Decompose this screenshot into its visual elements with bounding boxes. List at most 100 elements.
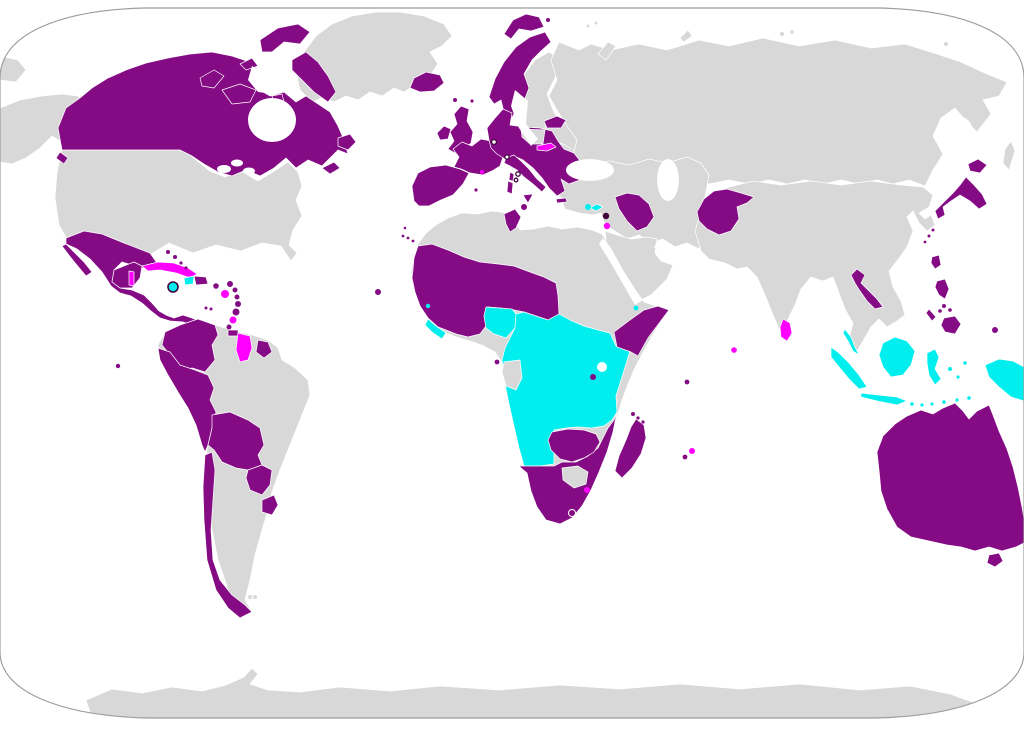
region-moluccas	[963, 361, 967, 365]
region-corsica	[508, 171, 515, 182]
region-canada-victoria-island	[221, 83, 257, 105]
region-chukotka	[0, 55, 27, 83]
region-philippines-visayas	[942, 304, 946, 308]
region-antilles-islet	[232, 287, 238, 293]
region-lesser-sunda	[930, 402, 934, 406]
region-maldives	[731, 347, 737, 353]
region-slovakia	[536, 142, 557, 152]
region-monaco	[480, 170, 484, 174]
region-lesotho	[568, 509, 576, 517]
water-hudson-bay	[248, 98, 296, 142]
region-vancouver-island	[55, 151, 69, 165]
region-antilles-islet	[235, 301, 241, 307]
region-newfoundland	[337, 133, 357, 151]
region-falkland-islands	[253, 595, 257, 599]
region-zambia	[547, 428, 601, 463]
region-reunion	[682, 454, 688, 460]
region-russian-arctic-islands	[597, 41, 617, 61]
region-russian-arctic-islands	[790, 30, 794, 34]
region-tasmania	[986, 552, 1004, 568]
region-curacao	[209, 307, 213, 311]
region-spain-portugal	[411, 164, 470, 207]
region-bahamas	[173, 255, 177, 259]
region-shetland-islands	[470, 99, 474, 103]
region-san-marino	[515, 171, 521, 177]
region-philippines-visayas	[938, 309, 942, 313]
region-philippines-palawan	[925, 308, 937, 322]
region-lesser-sunda	[910, 402, 914, 406]
region-sakhalin	[1002, 140, 1016, 171]
region-comoros	[631, 412, 635, 416]
region-balearic-islands	[474, 188, 478, 192]
region-greenland	[295, 11, 453, 103]
region-cyprus-marker	[585, 204, 591, 210]
region-trinidad	[227, 329, 239, 337]
region-cape-verde	[375, 289, 381, 295]
region-russian-arctic-islands	[944, 42, 948, 46]
region-somalia	[613, 305, 670, 357]
water-caspian-sea	[657, 159, 679, 201]
region-antilles-islet	[229, 316, 237, 324]
region-malay-peninsula	[842, 328, 860, 356]
region-uruguay	[261, 494, 279, 516]
region-australia	[876, 402, 1024, 552]
water-persian-gulf	[654, 242, 678, 263]
region-luxembourg	[490, 138, 498, 146]
region-galapagos	[115, 363, 121, 369]
region-curacao	[204, 306, 208, 310]
region-svalbard	[503, 13, 545, 40]
region-lesser-sunda	[942, 400, 946, 404]
region-canary-islands	[406, 236, 410, 240]
region-zimbabwe	[561, 465, 589, 489]
region-mauritius	[689, 448, 695, 454]
region-comoros	[641, 420, 645, 424]
region-russian-arctic-islands	[679, 29, 693, 43]
region-borneo	[878, 336, 916, 378]
region-dominican-republic	[193, 275, 209, 286]
region-guyana	[235, 332, 253, 363]
region-canary-islands	[401, 234, 405, 238]
region-lesser-sunda	[920, 403, 924, 407]
region-sumatra	[830, 346, 868, 390]
region-italy	[503, 154, 547, 193]
region-antilles-islet	[227, 281, 233, 287]
region-djibouti	[633, 305, 639, 311]
water-foxe-basin	[248, 66, 274, 94]
region-eswatini	[584, 487, 590, 493]
region-sulawesi	[926, 348, 942, 386]
region-vatican	[513, 177, 519, 183]
region-svalbard-islet	[546, 18, 550, 22]
water-lake-victoria	[597, 362, 607, 372]
region-antilles-islet	[234, 294, 240, 300]
region-afghanistan	[696, 188, 755, 236]
region-malta	[521, 204, 527, 210]
region-ryukyu-islands	[923, 240, 927, 244]
region-iceland	[409, 71, 445, 93]
region-cyprus	[589, 203, 604, 212]
region-sri-lanka	[779, 318, 793, 342]
region-java	[860, 392, 908, 406]
region-latvia-lithuania	[543, 115, 567, 129]
region-lesser-sunda	[955, 398, 959, 402]
region-sierra-leone-liberia	[424, 318, 447, 340]
region-madagascar	[614, 418, 647, 479]
region-taiwan	[930, 254, 942, 270]
region-philippines-mindanao	[940, 315, 962, 335]
region-liechtenstein	[504, 154, 510, 160]
region-haiti	[183, 275, 195, 286]
region-iraq	[614, 192, 655, 232]
region-nigeria	[483, 306, 517, 339]
region-comoros	[636, 416, 640, 420]
region-antilles-islet	[221, 290, 229, 298]
region-lesser-sunda	[967, 396, 971, 400]
region-gambia	[425, 303, 431, 309]
water-great-lake	[231, 159, 243, 167]
region-crete	[555, 197, 568, 204]
water-red-sea	[599, 238, 643, 305]
region-palau	[992, 327, 998, 333]
region-canada-arctic-islet	[225, 69, 231, 75]
region-antilles-islet	[232, 308, 240, 316]
region-faroe-islands	[453, 98, 457, 102]
